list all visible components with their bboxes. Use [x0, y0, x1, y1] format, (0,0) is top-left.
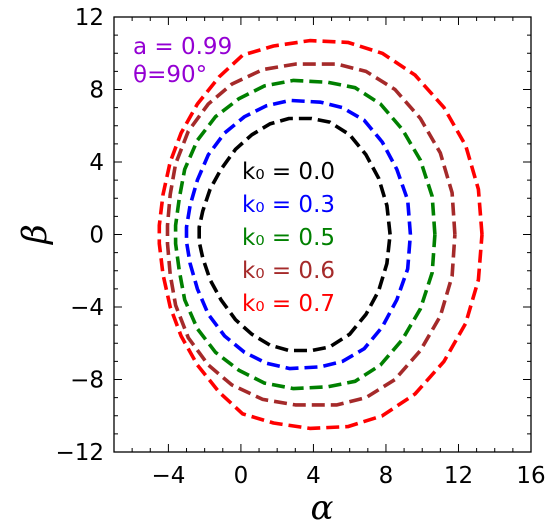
- x-tick-label: 4: [306, 463, 321, 489]
- y-tick-label: 8: [89, 78, 104, 104]
- legend-entry-3: k₀ = 0.6: [242, 258, 335, 284]
- x-axis-label: α: [311, 488, 334, 528]
- legend-entry-0: k₀ = 0.0: [242, 159, 335, 185]
- x-tick-label: 12: [444, 463, 473, 489]
- legend-entry-2: k₀ = 0.5: [242, 225, 335, 251]
- y-tick-label: 12: [75, 5, 104, 31]
- x-tick-label: 8: [379, 463, 394, 489]
- x-tick-label: 0: [234, 463, 249, 489]
- annotation-spin: a = 0.99: [133, 34, 232, 60]
- y-tick-label: 0: [89, 223, 104, 249]
- series-line-0: [197, 116, 392, 353]
- series-line-1: [184, 98, 413, 371]
- y-tick-label: 4: [89, 150, 104, 176]
- y-tick-label: −8: [70, 368, 104, 394]
- legend-entry-4: k₀ = 0.7: [242, 291, 335, 317]
- tick-label-layer: −4 0 4 8 12 16 −12 −8 −4 0 4 8 12: [55, 5, 545, 489]
- y-tick-label: −4: [70, 295, 104, 321]
- y-tick-label: −12: [55, 440, 104, 466]
- legend-entry-1: k₀ = 0.3: [242, 192, 335, 218]
- annotation-inclination: θ=90°: [133, 62, 207, 88]
- x-tick-label: 16: [516, 463, 545, 489]
- y-axis-label: β: [15, 224, 55, 246]
- plot-frame: [113, 16, 532, 453]
- x-tick-label: −4: [151, 463, 185, 489]
- legend: k₀ = 0.0 k₀ = 0.3 k₀ = 0.5 k₀ = 0.6 k₀ = 0.7: [242, 159, 335, 317]
- series-layer: [157, 38, 484, 431]
- series-line-3: [165, 62, 457, 407]
